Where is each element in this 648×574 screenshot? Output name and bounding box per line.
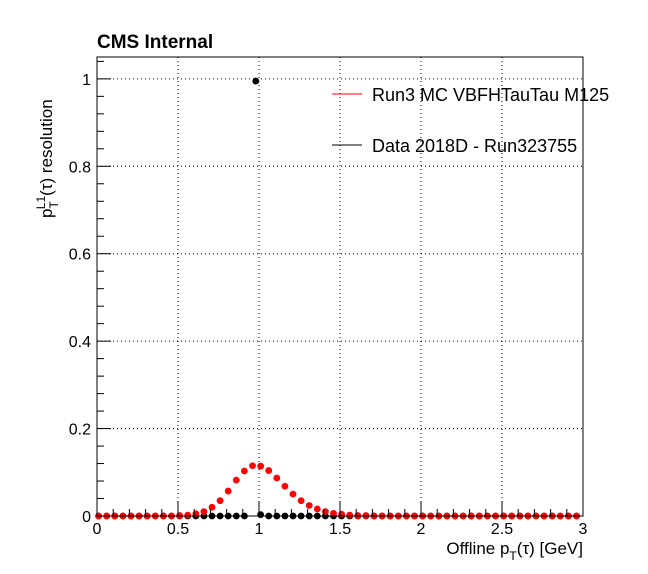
y-tick-label: 0 [82,509,91,526]
y-tick-label: 0.6 [69,247,91,264]
mc-data-point [249,462,256,470]
mc-data-point [265,467,273,474]
grid [97,57,583,516]
legend-label-data: Data 2018D - Run323755 [372,136,577,156]
mc-data-point [184,511,192,519]
mc-data-point [216,497,224,505]
x-tick-label: 3 [579,521,588,538]
legend: Run3 MC VBFHTauTau M125 Data 2018D - Run… [332,85,609,156]
y-axis-title: pTL1(τ) resolution [34,99,61,218]
mc-data-point [346,511,354,519]
x-tick-label: 0.5 [167,521,189,538]
mc-data-point [232,476,240,484]
mc-data-point [224,487,232,495]
x-tick-label: 0 [93,521,102,538]
mc-data-point [313,505,321,513]
x-tick-label: 1 [255,521,264,538]
x-tick-label: 1.5 [329,521,351,538]
axis-ticks: 0 0.5 1 1.5 2 2.5 3 0 0.2 0.4 0.6 0.8 1 [69,60,588,538]
data-point [252,77,260,85]
mc-data-point [289,490,297,498]
mc-data-point [322,508,329,516]
x-axis-title: Offline pT(τ) [GeV] [446,539,583,563]
mc-data-point [281,482,289,490]
chart-title: CMS Internal [97,32,213,53]
mc-data-point [305,502,313,509]
mc-data-point [257,462,265,470]
mc-data-point [200,508,208,516]
mc-data-point [208,503,216,511]
mc-data-point [338,510,346,518]
mc-data-point [297,497,305,505]
mc-data-point [241,467,248,475]
x-tick-label: 2.5 [491,521,513,538]
y-tick-label: 0.8 [69,159,91,176]
legend-label-mc: Run3 MC VBFHTauTau M125 [372,85,609,105]
y-tick-label: 0.2 [69,422,91,439]
data-point [257,511,265,519]
mc-data-point [273,474,281,482]
mc-data-point [330,509,337,517]
x-tick-label: 2 [417,521,426,538]
y-tick-label: 1 [82,72,91,89]
y-tick-label: 0.4 [69,334,91,351]
